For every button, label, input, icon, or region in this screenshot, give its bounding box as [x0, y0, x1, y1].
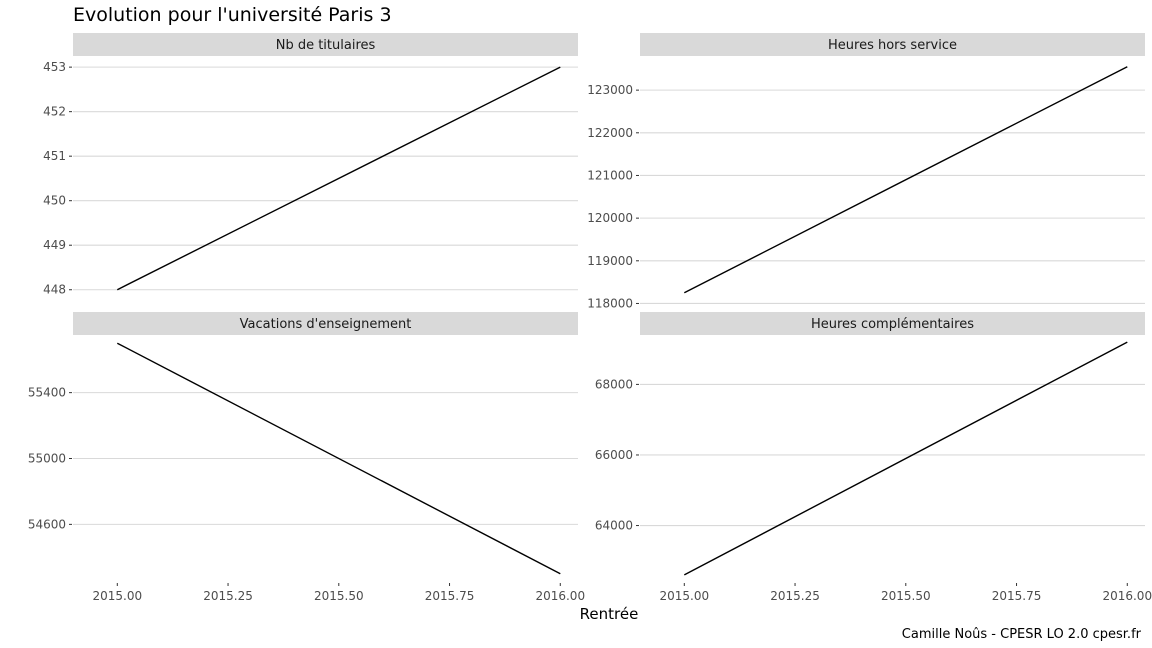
y-tick-label: 451 [43, 149, 66, 163]
chart-title: Evolution pour l'université Paris 3 [73, 4, 392, 26]
y-tick-label: 123000 [587, 83, 633, 97]
series-line [116, 342, 561, 575]
y-tick-label: 448 [43, 283, 66, 297]
x-tick-label: 2015.00 [659, 589, 709, 603]
series-line [116, 66, 561, 291]
y-tick-label: 450 [43, 194, 66, 208]
x-tick-label: 2016.00 [535, 589, 585, 603]
facet-panel: Vacations d'enseignement 54600 55000 55400 [28, 312, 578, 575]
y-tick-label: 66000 [595, 448, 633, 462]
facet-strip [640, 33, 1145, 56]
y-tick-label: 54600 [28, 517, 66, 531]
y-tick-label: 55400 [28, 386, 66, 400]
facet-strip-label: Heures complémentaires [811, 317, 974, 332]
y-tick-label: 119000 [587, 254, 633, 268]
facet-panel: Heures hors service 118000 119000 120000 121… [587, 33, 1145, 310]
y-tick-label: 122000 [587, 126, 633, 140]
x-tick-label: 2015.25 [770, 589, 820, 603]
x-tick-label: 2015.25 [203, 589, 253, 603]
y-tick-label: 64000 [595, 519, 633, 533]
x-tick-label: 2015.50 [881, 589, 931, 603]
x-tick-label: 2015.75 [992, 589, 1042, 603]
x-tick-label: 2015.75 [425, 589, 475, 603]
facet-strip [73, 312, 578, 335]
y-tick-label: 452 [43, 105, 66, 119]
x-tick-label: 2015.00 [92, 589, 142, 603]
series-line [683, 341, 1128, 576]
x-axis-title: Rentrée [580, 605, 639, 623]
facet-strip [640, 312, 1145, 335]
x-tick-label: 2016.00 [1102, 589, 1152, 603]
y-tick-label: 68000 [595, 377, 633, 391]
y-tick-label: 55000 [28, 452, 66, 466]
x-tick-label: 2015.50 [314, 589, 364, 603]
facet-strip-label: Heures hors service [828, 38, 957, 53]
facet-panel: Nb de titulaires 448 449 450 451 452 453 [43, 33, 578, 297]
facet-strip [73, 33, 578, 56]
facet-strip-label: Nb de titulaires [276, 38, 376, 53]
series-line [683, 66, 1128, 294]
y-tick-label: 121000 [587, 168, 633, 182]
facet-strip-label: Vacations d'enseignement [240, 317, 412, 332]
facet-panels: Nb de titulaires 448 449 450 451 452 453 Heures… [28, 33, 1145, 576]
facet-panel: Heures complémentaires 64000 66000 68000 [595, 312, 1145, 576]
y-tick-label: 120000 [587, 211, 633, 225]
x-axis-ticks: 2015.00 2015.25 2015.50 2015.75 2016.00 2015.… [92, 583, 1152, 603]
y-tick-label: 118000 [587, 296, 633, 310]
y-tick-label: 453 [43, 60, 66, 74]
chart-caption: Camille Noûs - CPESR LO 2.0 cpesr.fr [902, 627, 1142, 642]
y-tick-label: 449 [43, 238, 66, 252]
